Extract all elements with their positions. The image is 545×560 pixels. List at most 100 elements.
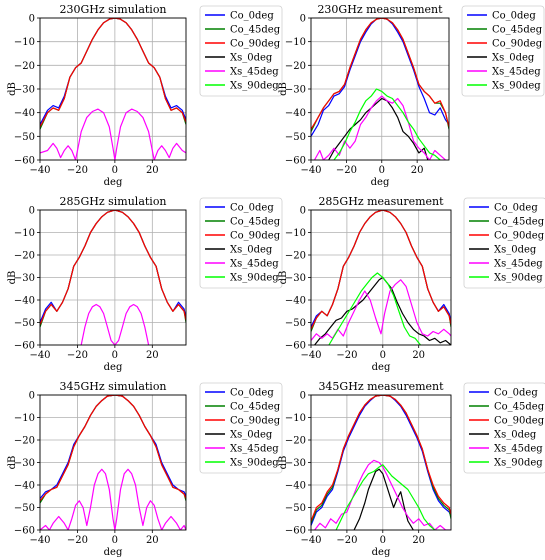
legend-label: Xs_0deg xyxy=(494,430,537,441)
y-tick-label: −30 xyxy=(14,273,35,284)
series-line xyxy=(353,468,414,530)
legend-label: Co_90deg xyxy=(230,231,281,242)
x-tick-label: 20 xyxy=(146,350,159,361)
y-axis-label: dB xyxy=(7,456,18,470)
y-tick-label: −60 xyxy=(14,156,35,167)
series-line xyxy=(40,395,186,499)
x-tick-label: 0 xyxy=(379,165,385,176)
series-line xyxy=(313,95,446,160)
chart-panel: −40 −20 0 20 0 −10 −20 −30 −40 −50 −60 285GHz measu… xyxy=(278,195,545,373)
y-tick-label: −50 xyxy=(14,132,35,143)
legend-label: Xs_45deg xyxy=(492,67,541,78)
y-tick-label: −60 xyxy=(285,341,306,352)
series-line xyxy=(40,210,186,328)
y-tick-label: −10 xyxy=(285,228,306,239)
legend: Co_0deg Co_45deg Co_90deg Xs_0deg Xs_45deg Xs… xyxy=(199,197,283,289)
y-tick-label: 0 xyxy=(300,14,306,25)
series-line xyxy=(311,18,449,137)
y-tick-label: −40 xyxy=(285,481,306,492)
legend-label: Xs_45deg xyxy=(494,259,543,270)
legend-label: Co_90deg xyxy=(492,39,543,50)
series-line xyxy=(333,88,441,160)
series-line xyxy=(40,108,186,160)
axes-frame xyxy=(310,17,450,161)
chart-panel: −40 −20 0 20 0 −10 −20 −30 −40 −50 −60 345GHz simul… xyxy=(7,380,283,558)
x-tick-label: 20 xyxy=(412,535,425,546)
legend-label: Xs_45deg xyxy=(230,67,279,78)
chart-title: 345GHz simulation xyxy=(59,380,166,393)
legend-label: Xs_45deg xyxy=(230,259,279,270)
legend-label: Co_45deg xyxy=(230,25,281,36)
legend-label: Co_45deg xyxy=(494,217,545,228)
x-tick-label: −20 xyxy=(67,350,88,361)
y-axis-label: dB xyxy=(278,82,289,96)
legend: Co_0deg Co_45deg Co_90deg Xs_0deg Xs_45deg Xs… xyxy=(199,382,283,474)
x-tick-label: −40 xyxy=(300,165,321,176)
x-axis-label: deg xyxy=(104,177,123,188)
y-tick-label: 0 xyxy=(29,14,35,25)
legend-label: Co_0deg xyxy=(492,11,536,22)
x-tick-label: −20 xyxy=(336,535,357,546)
y-tick-label: −60 xyxy=(285,526,306,537)
legend-label: Xs_90deg xyxy=(494,458,543,469)
y-tick-label: −40 xyxy=(14,296,35,307)
series-line xyxy=(40,468,186,530)
x-tick-label: 0 xyxy=(112,165,118,176)
series-line xyxy=(311,210,451,330)
axes-frame xyxy=(310,394,452,531)
legend-label: Xs_0deg xyxy=(494,245,537,256)
y-tick-label: −20 xyxy=(14,61,35,72)
series-line xyxy=(80,303,150,345)
series-line xyxy=(40,18,186,128)
x-tick-label: −20 xyxy=(67,165,88,176)
x-tick-label: 0 xyxy=(380,535,386,546)
x-tick-label: 20 xyxy=(146,535,159,546)
legend-label: Co_0deg xyxy=(230,11,274,22)
y-tick-label: 0 xyxy=(29,206,35,217)
x-tick-label: −40 xyxy=(29,350,50,361)
chart-panel: −40 −20 0 20 0 −10 −20 −30 −40 −50 −60 345GHz measu… xyxy=(278,380,545,558)
series-line xyxy=(40,395,186,502)
legend: Co_0deg Co_45deg Co_90deg Xs_0deg Xs_45deg Xs… xyxy=(199,5,283,97)
series-line xyxy=(311,395,451,524)
series-line xyxy=(328,97,429,160)
chart-title: 345GHz measurement xyxy=(318,380,444,393)
x-tick-label: −20 xyxy=(336,350,357,361)
y-tick-label: −20 xyxy=(285,61,306,72)
series-line xyxy=(328,272,421,345)
legend-label: Xs_90deg xyxy=(230,458,279,469)
legend-label: Co_90deg xyxy=(494,416,545,427)
y-tick-label: −30 xyxy=(14,85,35,96)
legend-label: Xs_0deg xyxy=(230,430,273,441)
y-tick-label: −60 xyxy=(14,341,35,352)
legend: Co_0deg Co_45deg Co_90deg Xs_0deg Xs_45deg Xs… xyxy=(463,197,545,289)
legend-label: Xs_0deg xyxy=(492,53,535,64)
series-line xyxy=(311,210,451,328)
y-tick-label: −50 xyxy=(285,318,306,329)
y-tick-label: −20 xyxy=(14,251,35,262)
x-axis-label: deg xyxy=(104,547,123,558)
legend-label: Co_0deg xyxy=(494,388,538,399)
x-tick-label: 0 xyxy=(112,350,118,361)
chart-title: 285GHz simulation xyxy=(59,195,166,208)
legend-label: Xs_45deg xyxy=(230,444,279,455)
series-line xyxy=(311,18,449,132)
x-tick-label: −40 xyxy=(300,535,321,546)
series-line xyxy=(40,18,186,125)
series-line xyxy=(40,210,186,326)
y-tick-label: 0 xyxy=(300,391,306,402)
y-tick-label: −60 xyxy=(285,156,306,167)
legend-label: Co_0deg xyxy=(494,203,538,214)
legend-label: Co_45deg xyxy=(494,402,545,413)
legend-label: Co_45deg xyxy=(230,402,281,413)
x-tick-label: −20 xyxy=(336,165,357,176)
y-tick-label: −40 xyxy=(285,296,306,307)
y-tick-label: 0 xyxy=(29,391,35,402)
y-tick-label: −30 xyxy=(285,85,306,96)
x-tick-label: 0 xyxy=(380,350,386,361)
y-tick-label: −20 xyxy=(285,436,306,447)
y-tick-label: −10 xyxy=(285,37,306,48)
series-line xyxy=(311,395,451,522)
legend-label: Xs_90deg xyxy=(492,81,541,92)
x-tick-label: 0 xyxy=(112,535,118,546)
